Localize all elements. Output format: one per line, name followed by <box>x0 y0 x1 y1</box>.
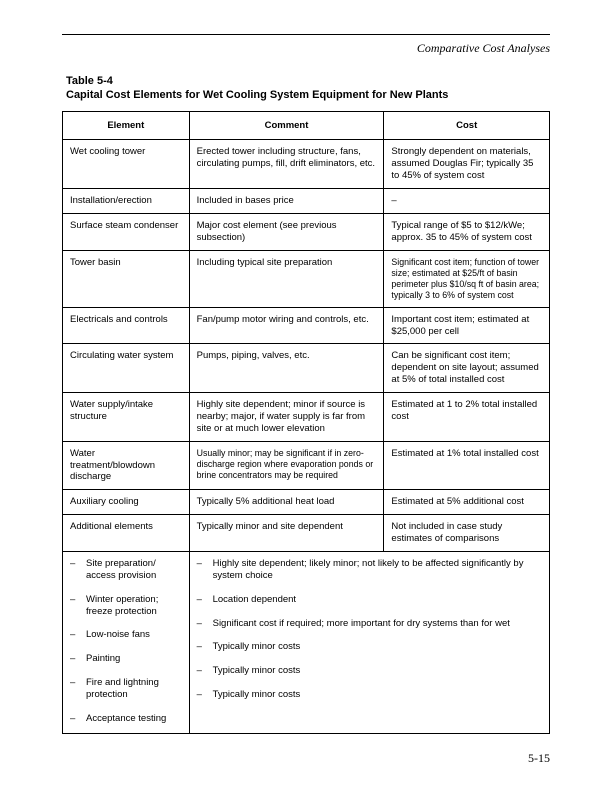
dash-icon: – <box>197 665 202 677</box>
table-header-row: Element Comment Cost <box>63 111 550 140</box>
list-item: –Painting <box>70 653 182 665</box>
th-element: Element <box>63 111 190 140</box>
cell-comment: Usually minor; may be significant if in … <box>189 441 384 490</box>
cell-element: Tower basin <box>63 250 190 307</box>
table-row: Installation/erectionIncluded in bases p… <box>63 189 550 214</box>
cell-comment: Included in bases price <box>189 189 384 214</box>
cell-comment: Highly site dependent; minor if source i… <box>189 393 384 442</box>
list-item-label: Low-noise fans <box>86 629 150 640</box>
th-comment: Comment <box>189 111 384 140</box>
th-cost: Cost <box>384 111 550 140</box>
cell-cost: Not included in case study estimates of … <box>384 515 550 552</box>
list-item-label: Winter operation; freeze protection <box>86 594 158 617</box>
list-item: –Low-noise fans <box>70 629 182 641</box>
dash-icon: – <box>197 618 202 630</box>
cell-comment: Fan/pump motor wiring and controls, etc. <box>189 307 384 344</box>
list-item: –Winter operation; freeze protection <box>70 594 182 618</box>
cell-element: Installation/erection <box>63 189 190 214</box>
cell-sub-comments: –Highly site dependent; likely minor; no… <box>189 551 549 733</box>
cell-element: Additional elements <box>63 515 190 552</box>
running-head: Comparative Cost Analyses <box>62 41 550 56</box>
list-item-label: Fire and lightning protection <box>86 677 159 700</box>
dash-icon: – <box>197 594 202 606</box>
cell-cost: Strongly dependent on materials, assumed… <box>384 140 550 189</box>
cell-comment: Typically 5% additional heat load <box>189 490 384 515</box>
list-item: –Typically minor costs <box>197 641 542 653</box>
cell-cost: Important cost item; estimated at $25,00… <box>384 307 550 344</box>
dash-icon: – <box>197 689 202 701</box>
table-row: Tower basinIncluding typical site prepar… <box>63 250 550 307</box>
cost-table: Element Comment Cost Wet cooling towerEr… <box>62 111 550 734</box>
list-item-label: Site preparation/ access provision <box>86 558 156 581</box>
sub-element-list: –Site preparation/ access provision–Wint… <box>70 558 182 725</box>
caption-title: Capital Cost Elements for Wet Cooling Sy… <box>66 89 448 101</box>
cell-sub-elements: –Site preparation/ access provision–Wint… <box>63 551 190 733</box>
list-item-label: Painting <box>86 653 120 664</box>
list-item-label: Highly site dependent; likely minor; not… <box>213 558 524 581</box>
table-row: Electricals and controlsFan/pump motor w… <box>63 307 550 344</box>
table-row: Additional elementsTypically minor and s… <box>63 515 550 552</box>
table-row: Water supply/intake structureHighly site… <box>63 393 550 442</box>
cell-comment: Erected tower including structure, fans,… <box>189 140 384 189</box>
sub-comment-list: –Highly site dependent; likely minor; no… <box>197 558 542 701</box>
cell-element: Wet cooling tower <box>63 140 190 189</box>
cell-element: Surface steam condenser <box>63 213 190 250</box>
list-item: –Typically minor costs <box>197 665 542 677</box>
table-row: Circulating water systemPumps, piping, v… <box>63 344 550 393</box>
dash-icon: – <box>70 629 75 641</box>
table-row: Water treatment/blowdown dischargeUsuall… <box>63 441 550 490</box>
cell-cost: Can be significant cost item; dependent … <box>384 344 550 393</box>
dash-icon: – <box>70 677 75 689</box>
cell-element: Circulating water system <box>63 344 190 393</box>
cell-cost: Significant cost item; function of tower… <box>384 250 550 307</box>
cell-comment: Including typical site preparation <box>189 250 384 307</box>
list-item: –Site preparation/ access provision <box>70 558 182 582</box>
cell-comment: Pumps, piping, valves, etc. <box>189 344 384 393</box>
dash-icon: – <box>70 653 75 665</box>
cell-cost: Estimated at 1 to 2% total installed cos… <box>384 393 550 442</box>
top-rule <box>62 34 550 35</box>
dash-icon: – <box>197 558 202 570</box>
cell-cost: Estimated at 5% additional cost <box>384 490 550 515</box>
list-item: –Location dependent <box>197 594 542 606</box>
list-item-label: Typically minor costs <box>213 665 301 676</box>
list-item-label: Location dependent <box>213 594 296 605</box>
cell-element: Water treatment/blowdown discharge <box>63 441 190 490</box>
list-item: –Acceptance testing <box>70 713 182 725</box>
cell-comment: Typically minor and site dependent <box>189 515 384 552</box>
caption-number: Table 5-4 <box>66 75 113 87</box>
list-item: –Significant cost if required; more impo… <box>197 618 542 630</box>
cell-comment: Major cost element (see previous subsect… <box>189 213 384 250</box>
dash-icon: – <box>70 594 75 606</box>
cell-element: Electricals and controls <box>63 307 190 344</box>
list-item-label: Significant cost if required; more impor… <box>213 618 510 629</box>
cell-cost: Estimated at 1% total installed cost <box>384 441 550 490</box>
table-row: Surface steam condenserMajor cost elemen… <box>63 213 550 250</box>
list-item-label: Typically minor costs <box>213 641 301 652</box>
dash-icon: – <box>70 558 75 570</box>
dash-icon: – <box>70 713 75 725</box>
dash-icon: – <box>197 641 202 653</box>
table-body: Wet cooling towerErected tower including… <box>63 140 550 733</box>
list-item-label: Acceptance testing <box>86 713 166 724</box>
table-subrow: –Site preparation/ access provision–Wint… <box>63 551 550 733</box>
list-item: –Typically minor costs <box>197 689 542 701</box>
cell-cost: – <box>384 189 550 214</box>
table-row: Auxiliary coolingTypically 5% additional… <box>63 490 550 515</box>
cell-cost: Typical range of $5 to $12/kWe; approx. … <box>384 213 550 250</box>
page-number: 5-15 <box>528 751 550 766</box>
list-item-label: Typically minor costs <box>213 689 301 700</box>
table-row: Wet cooling towerErected tower including… <box>63 140 550 189</box>
list-item: –Fire and lightning protection <box>70 677 182 701</box>
list-item: –Highly site dependent; likely minor; no… <box>197 558 542 582</box>
table-caption: Table 5-4 Capital Cost Elements for Wet … <box>66 74 550 103</box>
cell-element: Auxiliary cooling <box>63 490 190 515</box>
cell-element: Water supply/intake structure <box>63 393 190 442</box>
page-container: Comparative Cost Analyses Table 5-4 Capi… <box>0 0 612 792</box>
